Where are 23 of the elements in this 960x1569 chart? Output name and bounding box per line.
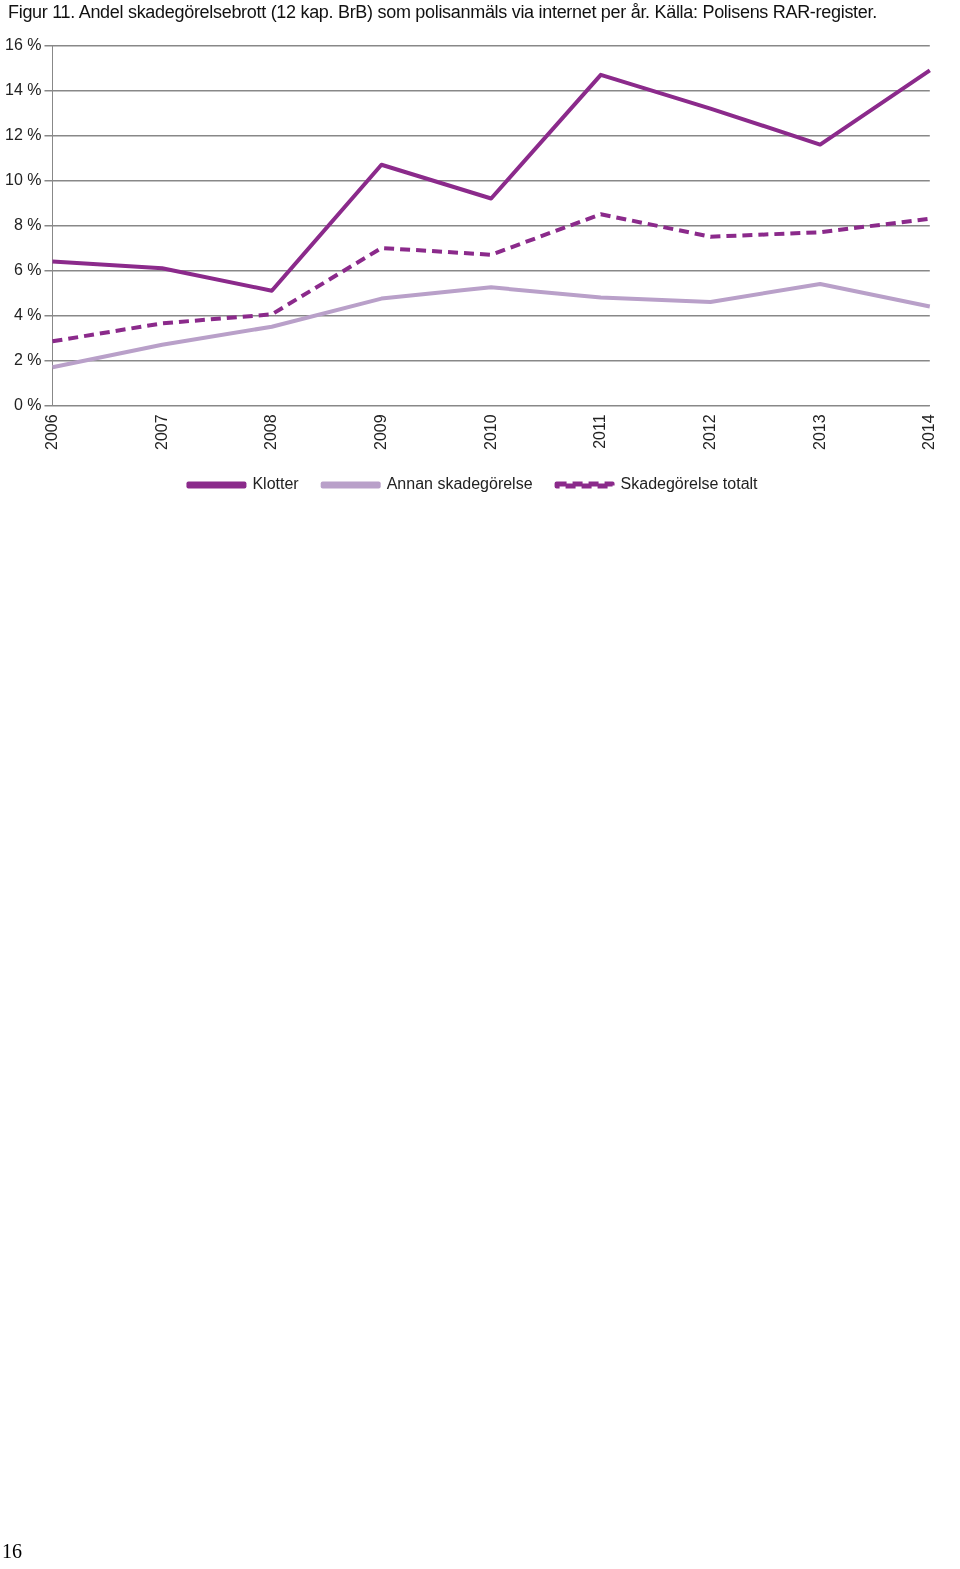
y-tick-label: 4 % [13, 305, 42, 323]
y-tick-label: 16 % [5, 36, 42, 54]
x-tick-label: 2009 [371, 414, 389, 450]
y-tick-label: 2 % [13, 350, 42, 368]
y-tick-label: 12 % [5, 125, 42, 143]
chart-title: Figur 11. Andel skadegörelsebrott (12 kap. BrB) som polisanmäls via internet per år. Källa: Polisens RAR-register. [8, 2, 878, 23]
legend-label: Skadegörelse totalt [620, 475, 759, 493]
text: 16 [2, 1540, 22, 1563]
y-tick-label: 8 % [13, 215, 42, 233]
y-tick-label: 14 % [5, 80, 42, 98]
x-tick-label: 2006 [42, 414, 60, 450]
legend-label: Annan skadegörelse [386, 475, 533, 493]
y-tick-label: 0 % [13, 395, 42, 413]
x-tick-label: 2007 [152, 414, 170, 450]
x-tick-label: 2011 [591, 414, 609, 449]
legend-label: Klotter [252, 475, 300, 493]
x-tick-label: 2008 [262, 414, 280, 450]
x-tick-label: 2014 [920, 414, 938, 450]
y-tick-label: 6 % [13, 260, 42, 278]
x-tick-label: 2010 [481, 414, 499, 450]
x-tick-label: 2012 [700, 414, 718, 450]
x-tick-label: 2013 [810, 414, 828, 450]
y-tick-label: 10 % [5, 170, 42, 188]
